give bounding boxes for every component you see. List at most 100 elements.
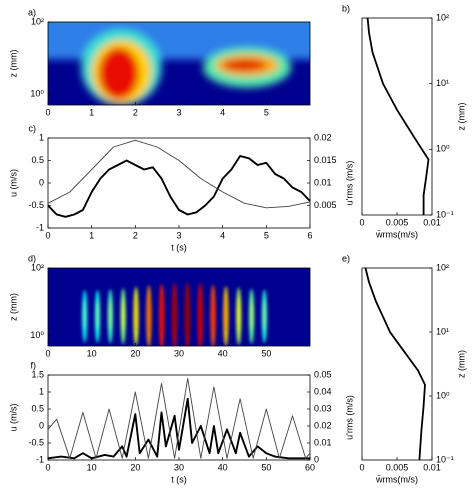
x-tick-label: 3 (176, 107, 181, 117)
x-axis-label: w̄rms(m/s) (375, 229, 418, 239)
x-tick-label: 2 (133, 107, 138, 117)
x-tick-label: 0 (359, 217, 364, 227)
x-tick-label: 30 (174, 348, 184, 358)
x-tick-label: 50 (261, 348, 271, 358)
y-tick-label: 0 (39, 420, 44, 430)
heatmap-stripe (134, 297, 138, 333)
y2-axis-label: u'rms (m/s) (344, 161, 354, 206)
heatmap-stripe (186, 292, 189, 337)
x-tick-label: 0 (359, 462, 364, 472)
y-tick-label: 10⁰ (30, 330, 44, 340)
y-tick-label: 10⁻¹ (436, 454, 454, 464)
x-tick-label: 20 (130, 348, 140, 358)
y-tick-label: 1.5 (31, 369, 44, 379)
heatmap-stripe (224, 296, 228, 334)
y-tick-label: 10² (31, 16, 44, 26)
x-tick-label: 5 (264, 230, 269, 240)
y-tick-label: 0 (39, 177, 44, 187)
panel: d) 0 10 20 30 40 50 10⁰ 10² z (mm) (8, 253, 311, 358)
profile-line (366, 17, 430, 215)
x-tick-label: 0 (45, 462, 50, 472)
heatmap-stripe (109, 299, 112, 330)
y-tick-label: -0.5 (28, 437, 44, 447)
y-tick-label: 10¹ (436, 326, 449, 336)
y-tick-label: 0.5 (31, 403, 44, 413)
heatmap-stripe (250, 299, 253, 331)
y-tick-label: 1 (39, 132, 44, 142)
y-tick-label: 10² (436, 262, 449, 272)
x-tick-label: 30 (174, 462, 184, 472)
x-tick-label: 4 (220, 230, 225, 240)
y2-tick-label: 0.01 (314, 437, 332, 447)
heatmap-blob (98, 47, 139, 100)
x-tick-label: 10 (87, 348, 97, 358)
heatmap-stripe (96, 300, 99, 330)
x-tick-label: 10 (87, 462, 97, 472)
x-tick-label: 60 (305, 462, 315, 472)
heatmap-blob (222, 59, 267, 72)
y-tick-label: -0.5 (28, 200, 44, 210)
heatmap-stripe (199, 293, 202, 337)
y2-axis-label: u'rms (m/s) (344, 395, 354, 440)
panel-label: b) (342, 3, 350, 13)
panel: c) 0 1 2 3 4 5 6 -1 -0.5 0 0.5 1 0.005 0.01 0.015 0.02 u … (8, 123, 354, 252)
panel-label: f) (31, 360, 37, 370)
heatmap-stripe (263, 300, 266, 330)
heatmap-stripes (82, 282, 268, 346)
panel-label: e) (342, 253, 350, 263)
heatmap-stripe (237, 298, 240, 332)
heatmap (48, 268, 310, 346)
heatmap-stripe (147, 295, 151, 334)
x-tick-label: 50 (261, 462, 271, 472)
y2-tick-label: 0.04 (314, 386, 332, 396)
y-axis-label: z (mm) (8, 293, 18, 321)
y-tick-label: 10² (31, 262, 44, 272)
y-tick-label: 10⁰ (436, 144, 450, 154)
y2-tick-label: 0.005 (314, 200, 337, 210)
x-axis-label: t (s) (171, 474, 187, 484)
y2-tick-label: 0 (314, 454, 319, 464)
y2-tick-label: 0.05 (314, 369, 332, 379)
x-tick-label: 0.01 (423, 462, 441, 472)
heatmap-stripe (173, 293, 176, 337)
x-tick-label: 3 (176, 230, 181, 240)
y-axis-label: z (mm) (456, 103, 466, 131)
x-tick-label: 5 (264, 107, 269, 117)
panel-label: d) (28, 253, 36, 263)
y-axis-label: u (m/s) (8, 169, 18, 197)
y-tick-label: 10⁰ (30, 89, 44, 99)
heatmap-bg (48, 268, 310, 346)
y-tick-label: 0.5 (31, 155, 44, 165)
x-tick-label: 1 (89, 107, 94, 117)
y2-tick-label: 0.03 (314, 403, 332, 413)
axes-frame (47, 137, 311, 229)
velocity-line (47, 155, 311, 218)
x-axis-label: w̄rms(m/s) (375, 474, 418, 484)
heatmap-band (48, 22, 310, 60)
heatmap-stripe (160, 294, 163, 336)
panel-label: c) (29, 123, 37, 133)
panel: a) 0 1 2 3 4 5 10⁰ 10² z (mm) (8, 7, 311, 117)
heatmap-stripe (121, 298, 125, 331)
panel-label: a) (28, 7, 36, 17)
y-tick-label: -1 (36, 222, 44, 232)
heatmap (48, 22, 310, 105)
y-tick-label: 10² (436, 12, 449, 22)
heatmap-blobs (48, 22, 310, 105)
y2-tick-label: 0.02 (314, 132, 332, 142)
rms-line (47, 377, 311, 459)
velocity-line (47, 397, 310, 460)
x-tick-label: 0 (45, 107, 50, 117)
x-tick-label: 6 (307, 230, 312, 240)
y-tick-label: 10⁰ (436, 390, 450, 400)
x-tick-label: 4 (220, 107, 225, 117)
y-axis-label: u (m/s) (8, 403, 18, 431)
x-tick-label: 0.005 (386, 462, 409, 472)
heatmap-stripe (83, 300, 86, 330)
panel: f) 0 10 20 30 40 50 60 -1 -0.5 0 0.5 1 1.5 0 0.01 0.02 0.… (8, 360, 354, 484)
x-tick-label: 20 (130, 462, 140, 472)
x-tick-label: 2 (133, 230, 138, 240)
